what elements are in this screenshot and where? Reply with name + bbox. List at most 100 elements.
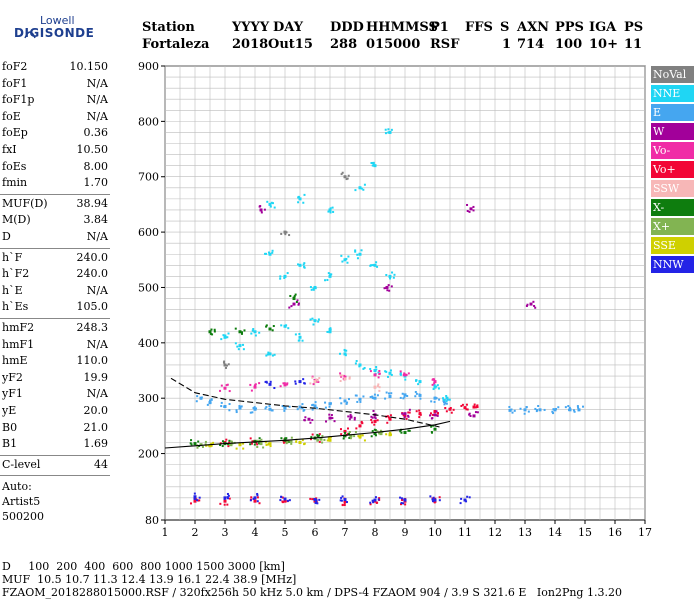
- data-point: [331, 417, 334, 420]
- data-point: [345, 178, 348, 181]
- data-point: [523, 412, 526, 415]
- legend-item: SSW: [651, 180, 694, 197]
- data-point: [326, 439, 329, 442]
- data-point: [271, 354, 274, 357]
- data-point: [286, 499, 289, 502]
- data-point: [297, 303, 300, 306]
- data-point: [415, 379, 418, 382]
- y-tick-label: 600: [138, 226, 159, 239]
- data-point: [333, 420, 336, 423]
- data-point: [283, 382, 286, 385]
- data-point: [386, 421, 389, 424]
- sidebar-separator: [0, 318, 110, 319]
- data-point: [341, 504, 344, 507]
- x-tick-label: 15: [578, 526, 592, 539]
- data-point: [190, 439, 193, 442]
- data-point: [258, 502, 261, 505]
- data-point: [205, 444, 208, 447]
- data-point: [363, 183, 366, 186]
- header-label: PPS: [555, 20, 584, 35]
- data-point: [265, 324, 268, 327]
- data-point: [228, 439, 231, 442]
- data-point: [369, 501, 372, 504]
- data-point: [387, 131, 390, 134]
- data-point: [444, 407, 447, 410]
- param-key: h`F: [2, 250, 23, 264]
- data-point: [313, 380, 317, 384]
- param-value: 0.36: [83, 126, 109, 140]
- data-point: [434, 396, 437, 399]
- data-point: [268, 382, 272, 386]
- data-point: [429, 495, 432, 498]
- sidebar-row: foF1p N/A: [2, 93, 108, 108]
- data-point: [243, 329, 246, 332]
- data-point: [242, 348, 245, 351]
- data-point: [362, 367, 365, 370]
- data-point: [340, 499, 343, 502]
- data-point: [407, 429, 410, 432]
- data-point: [387, 128, 390, 131]
- data-point: [369, 370, 372, 373]
- data-point: [268, 252, 272, 256]
- y-tick-label: 700: [138, 171, 159, 184]
- data-point: [200, 396, 203, 399]
- data-point: [282, 441, 285, 444]
- data-point: [235, 447, 238, 450]
- data-point: [225, 364, 228, 367]
- data-point: [285, 324, 288, 327]
- data-point: [358, 363, 362, 367]
- data-point: [228, 497, 231, 500]
- data-point: [327, 210, 330, 213]
- data-point: [310, 288, 313, 291]
- data-point: [292, 297, 296, 301]
- data-point: [373, 498, 377, 502]
- data-point: [331, 206, 334, 209]
- data-point: [265, 443, 268, 446]
- data-point: [329, 207, 332, 210]
- data-point: [268, 407, 272, 411]
- data-point: [312, 323, 315, 326]
- param-key: D: [2, 230, 11, 243]
- sidebar-row: h`Es 105.0: [2, 300, 108, 315]
- param-value: N/A: [86, 387, 108, 401]
- data-point: [303, 262, 306, 265]
- param-key: hmE: [2, 354, 28, 368]
- data-point: [251, 440, 254, 443]
- header-label: AXN: [517, 20, 550, 35]
- data-point: [193, 499, 197, 503]
- data-point: [538, 408, 542, 412]
- data-point: [348, 376, 351, 379]
- data-point: [280, 232, 283, 235]
- data-point: [508, 405, 511, 408]
- data-point: [390, 392, 393, 395]
- sidebar-row: B0 21.0: [2, 421, 108, 436]
- param-key: C-level: [2, 457, 41, 471]
- header-label: DDD: [330, 20, 364, 35]
- data-point: [282, 382, 285, 385]
- data-point: [403, 414, 407, 418]
- y-tick-label: 500: [138, 281, 159, 294]
- data-point: [443, 399, 446, 402]
- data-point: [435, 397, 438, 400]
- data-point: [361, 422, 364, 425]
- data-point: [430, 400, 433, 403]
- data-point: [510, 408, 513, 411]
- data-point: [347, 415, 350, 418]
- profile-curve: [170, 377, 440, 428]
- data-point: [355, 359, 358, 362]
- data-point: [358, 365, 361, 368]
- trace-curve: [164, 420, 451, 449]
- data-point: [572, 409, 575, 412]
- data-point: [346, 261, 349, 264]
- legend-item: Vo-: [651, 142, 694, 159]
- data-point: [294, 380, 297, 383]
- data-point: [329, 328, 332, 331]
- data-point: [250, 496, 253, 499]
- data-point: [374, 417, 377, 420]
- data-point: [378, 386, 381, 389]
- sidebar-row: h`F 240.0: [2, 251, 108, 266]
- data-point: [281, 496, 284, 499]
- header-value: 2018: [232, 37, 269, 52]
- data-point: [258, 437, 261, 440]
